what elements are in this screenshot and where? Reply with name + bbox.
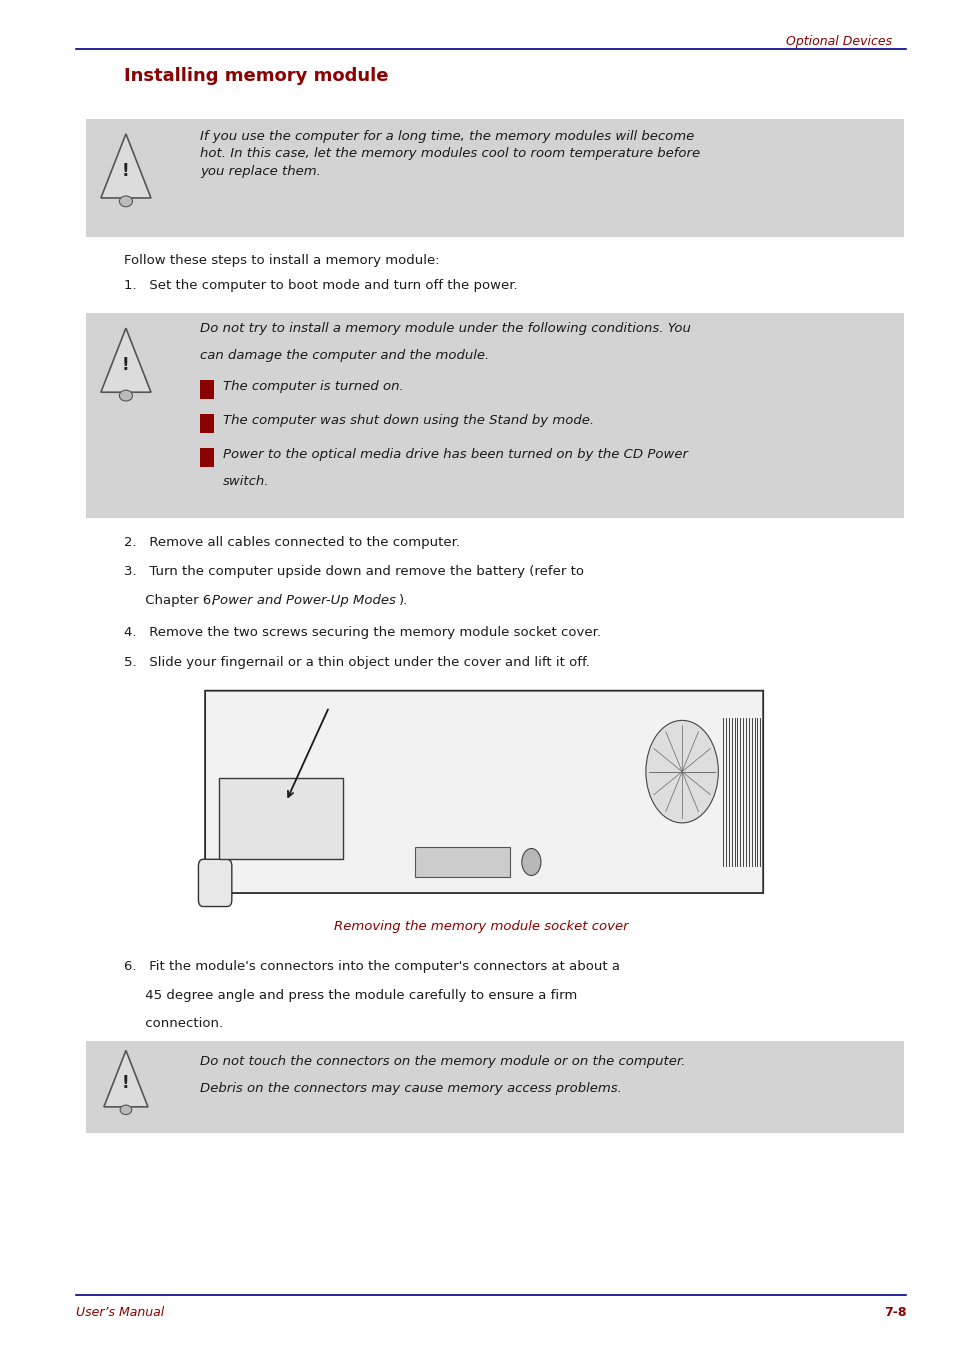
Text: Do not try to install a memory module under the following conditions. You: Do not try to install a memory module un…	[200, 322, 691, 336]
Text: User’s Manual: User’s Manual	[76, 1306, 165, 1319]
Text: switch.: switch.	[223, 475, 270, 488]
Bar	[200, 414, 213, 433]
Text: If you use the computer for a long time, the memory modules will become
hot. In : If you use the computer for a long time,…	[200, 130, 700, 178]
Text: Follow these steps to install a memory module:: Follow these steps to install a memory m…	[124, 254, 439, 267]
Text: Installing memory module: Installing memory module	[124, 67, 388, 85]
Circle shape	[521, 849, 540, 876]
Text: The computer was shut down using the Stand by mode.: The computer was shut down using the Sta…	[223, 414, 594, 428]
Circle shape	[645, 720, 718, 823]
Text: 2.   Remove all cables connected to the computer.: 2. Remove all cables connected to the co…	[124, 536, 459, 549]
Text: Power to the optical media drive has been turned on by the CD Power: Power to the optical media drive has bee…	[223, 448, 687, 461]
FancyBboxPatch shape	[86, 313, 903, 518]
Polygon shape	[101, 328, 151, 393]
Text: 5.   Slide your fingernail or a thin object under the cover and lift it off.: 5. Slide your fingernail or a thin objec…	[124, 656, 589, 669]
Ellipse shape	[119, 196, 132, 206]
FancyBboxPatch shape	[86, 119, 903, 237]
Polygon shape	[205, 691, 762, 893]
Text: Do not touch the connectors on the memory module or on the computer.: Do not touch the connectors on the memor…	[200, 1055, 685, 1068]
Text: 45 degree angle and press the module carefully to ensure a firm: 45 degree angle and press the module car…	[124, 989, 577, 1002]
Text: Power and Power-Up Modes: Power and Power-Up Modes	[212, 594, 395, 607]
Ellipse shape	[120, 1105, 132, 1114]
Text: 3.   Turn the computer upside down and remove the battery (refer to: 3. Turn the computer upside down and rem…	[124, 565, 583, 579]
Text: connection.: connection.	[124, 1017, 223, 1031]
Ellipse shape	[119, 390, 132, 401]
Polygon shape	[101, 134, 151, 198]
FancyBboxPatch shape	[198, 859, 232, 907]
Text: !: !	[122, 162, 130, 179]
Polygon shape	[219, 778, 343, 859]
FancyBboxPatch shape	[86, 1041, 903, 1133]
Text: Optional Devices: Optional Devices	[785, 35, 891, 49]
Text: !: !	[122, 356, 130, 374]
FancyBboxPatch shape	[415, 847, 510, 877]
Text: Chapter 6,: Chapter 6,	[124, 594, 219, 607]
Text: 7-8: 7-8	[882, 1306, 905, 1319]
Text: 4.   Remove the two screws securing the memory module socket cover.: 4. Remove the two screws securing the me…	[124, 626, 600, 639]
Text: !: !	[122, 1074, 130, 1093]
Text: Removing the memory module socket cover: Removing the memory module socket cover	[335, 920, 628, 934]
Text: 6.   Fit the module's connectors into the computer's connectors at about a: 6. Fit the module's connectors into the …	[124, 960, 619, 974]
Text: ).: ).	[398, 594, 408, 607]
Polygon shape	[104, 1051, 148, 1106]
Text: The computer is turned on.: The computer is turned on.	[223, 380, 403, 394]
Bar	[200, 448, 213, 467]
Text: Debris on the connectors may cause memory access problems.: Debris on the connectors may cause memor…	[200, 1082, 621, 1095]
Text: 1.   Set the computer to boot mode and turn off the power.: 1. Set the computer to boot mode and tur…	[124, 279, 517, 293]
Text: can damage the computer and the module.: can damage the computer and the module.	[200, 349, 489, 363]
Bar	[200, 380, 213, 399]
